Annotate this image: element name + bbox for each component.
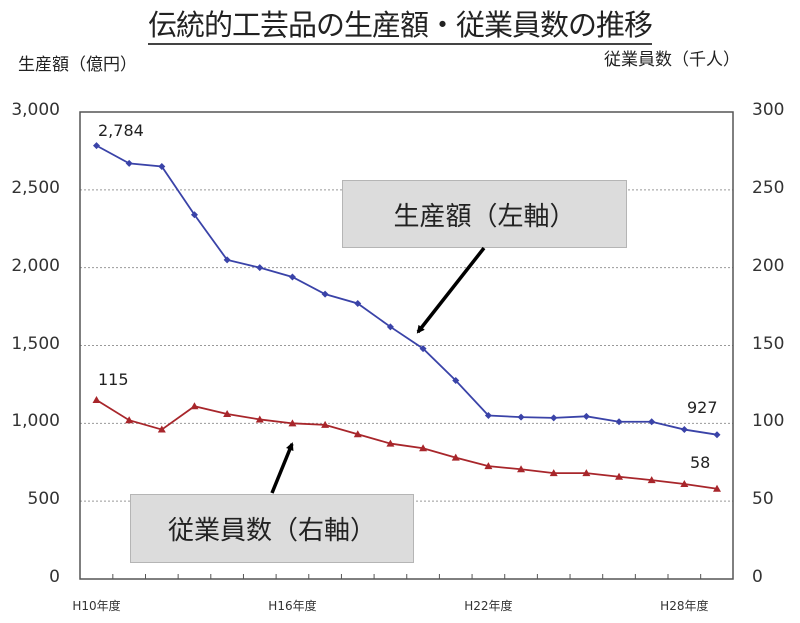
label-production-first: 2,784 xyxy=(98,121,144,140)
x-tick-label: H22年度 xyxy=(464,599,513,613)
data-point-triangle xyxy=(549,469,558,477)
data-point-triangle xyxy=(582,469,591,477)
data-point-diamond xyxy=(256,264,264,272)
data-point-triangle xyxy=(615,472,624,480)
left-tick-label: 3,000 xyxy=(11,100,60,120)
data-point-diamond xyxy=(190,211,198,219)
label-production-last: 927 xyxy=(687,398,718,417)
data-point-triangle xyxy=(157,425,166,433)
data-point-diamond xyxy=(680,426,688,434)
right-tick-label: 50 xyxy=(752,489,774,510)
left-tick-label: 0 xyxy=(49,567,60,587)
label-employees-first: 115 xyxy=(98,370,129,389)
data-point-diamond xyxy=(288,273,296,281)
right-tick-label: 0 xyxy=(752,567,763,587)
left-tick-label: 2,000 xyxy=(11,255,60,276)
data-point-triangle xyxy=(680,480,689,488)
data-point-diamond xyxy=(550,414,558,422)
data-point-diamond xyxy=(93,142,100,150)
data-point-triangle xyxy=(353,430,362,438)
right-tick-label: 300 xyxy=(752,100,785,120)
data-point-diamond xyxy=(517,413,525,421)
series-line xyxy=(96,399,718,490)
left-tick-label: 1,000 xyxy=(11,411,60,432)
data-point-diamond xyxy=(648,418,656,426)
data-point-triangle xyxy=(321,420,330,428)
data-point-diamond xyxy=(158,162,166,170)
right-tick-label: 250 xyxy=(752,177,785,198)
data-point-triangle xyxy=(288,419,297,427)
x-tick-label: H10年度 xyxy=(72,599,121,613)
x-tick-label: H28年度 xyxy=(660,599,709,613)
data-point-triangle xyxy=(223,409,232,417)
right-tick-label: 100 xyxy=(752,411,785,432)
data-point-triangle xyxy=(517,465,526,473)
data-point-triangle xyxy=(255,415,264,423)
left-tick-label: 1,500 xyxy=(11,333,60,354)
data-point-diamond xyxy=(484,412,492,420)
callout-production: 生産額（左軸） xyxy=(342,180,627,248)
left-tick-label: 2,500 xyxy=(11,177,60,198)
data-point-triangle xyxy=(713,484,721,492)
data-point-diamond xyxy=(321,290,329,298)
callout-employees: 従業員数（右軸） xyxy=(130,494,414,563)
data-point-diamond xyxy=(223,256,231,264)
data-point-triangle xyxy=(484,462,493,470)
data-point-triangle xyxy=(92,395,101,403)
data-point-diamond xyxy=(452,377,460,385)
left-tick-label: 500 xyxy=(27,489,60,510)
series-line xyxy=(96,144,718,436)
data-point-diamond xyxy=(125,159,133,167)
data-point-diamond xyxy=(582,412,590,420)
data-point-triangle xyxy=(386,439,395,447)
data-point-diamond xyxy=(419,345,427,353)
data-point-triangle xyxy=(419,444,428,452)
data-point-diamond xyxy=(713,431,721,439)
data-point-triangle xyxy=(190,402,199,410)
right-tick-label: 150 xyxy=(752,333,785,354)
data-point-triangle xyxy=(125,416,134,424)
data-point-diamond xyxy=(386,323,394,331)
left-axis-title: 生産額（億円） xyxy=(18,55,137,75)
x-tick-label: H16年度 xyxy=(268,599,317,613)
label-employees-last: 58 xyxy=(690,453,711,472)
data-point-triangle xyxy=(647,476,656,484)
data-point-triangle xyxy=(451,453,460,461)
chart-title: 伝統的工芸品の生産額・従業員数の推移 xyxy=(0,2,800,45)
right-tick-label: 200 xyxy=(752,255,785,276)
right-axis-title: 従業員数（千人） xyxy=(604,50,740,70)
data-point-diamond xyxy=(615,418,623,426)
data-point-diamond xyxy=(354,299,362,307)
